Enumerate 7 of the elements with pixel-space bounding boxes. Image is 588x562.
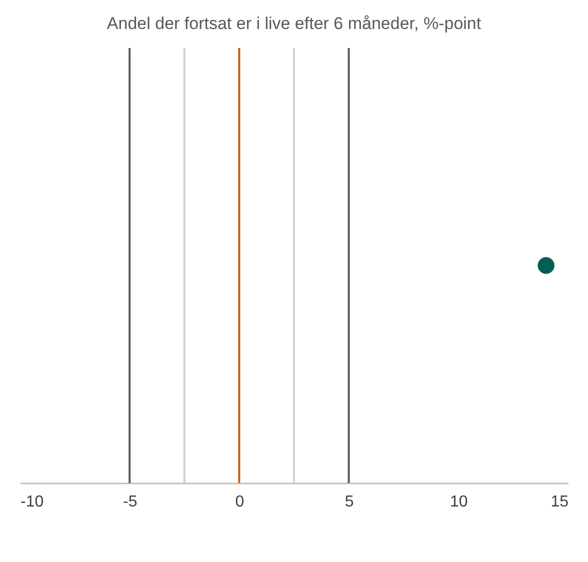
x-tick-label: -5 [122, 494, 138, 510]
chart-title: Andel der fortsat er i live efter 6 måneder, %-point [106, 14, 482, 33]
x-tick-label: 15 [550, 494, 569, 510]
x-tick-label: -10 [20, 494, 44, 510]
x-tick-label: 0 [235, 494, 244, 510]
x-tick-label: 5 [344, 494, 354, 510]
x-tick-label: 10 [450, 494, 468, 510]
